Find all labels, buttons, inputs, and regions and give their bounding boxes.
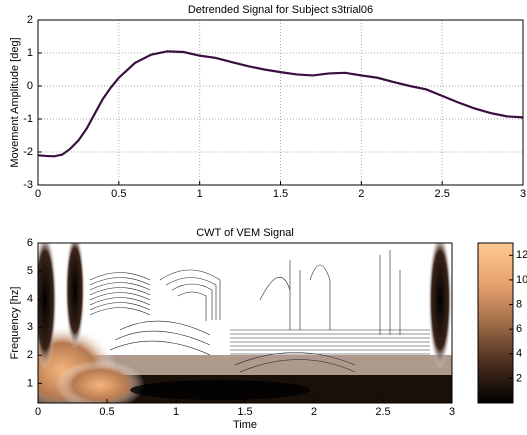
y-tick-label: -1 <box>23 113 33 125</box>
x-tick-label: 1.5 <box>273 188 288 200</box>
x-tick-label: 0.5 <box>111 188 126 200</box>
y-tick-label: 0 <box>27 80 33 92</box>
x-tick-label: 2 <box>358 188 364 200</box>
x-tick-label: 2 <box>311 406 317 418</box>
y-axis-label: Movement Amplitude [deg] <box>9 37 21 167</box>
x-tick-label: 3 <box>449 406 455 418</box>
cwt-image <box>38 243 452 403</box>
x-axis-label: Time <box>233 419 257 431</box>
y-tick-label: 2 <box>27 14 33 26</box>
y-tick-label: -3 <box>23 179 33 191</box>
y-tick-label: -2 <box>23 146 33 158</box>
x-tick-label: 0.5 <box>99 406 114 418</box>
x-tick-label: 2.5 <box>375 406 390 418</box>
chart-title: Detrended Signal for Subject s3trial06 <box>188 4 373 16</box>
y-tick-label: 1 <box>27 47 33 59</box>
colorbar <box>477 242 514 404</box>
colorbar-tick-label: 6 <box>516 323 522 335</box>
x-tick-label: 3 <box>520 188 526 200</box>
signal-line <box>37 50 524 158</box>
x-tick-label: 0 <box>35 188 41 200</box>
y-tick-label: 6 <box>27 237 33 249</box>
x-tick-label: 1 <box>197 188 203 200</box>
x-tick-label: 2.5 <box>435 188 450 200</box>
y-tick-label: 2 <box>27 349 33 361</box>
x-tick-label: 1.5 <box>237 406 252 418</box>
y-tick-label: 3 <box>27 321 33 333</box>
y-axis-label: Frequency [hz] <box>9 287 21 360</box>
colorbar-tick-label: 4 <box>516 348 522 360</box>
axes-box <box>37 242 453 404</box>
colorbar-tick-label: 12 <box>516 249 527 261</box>
colorbar-tick-label: 10 <box>516 274 527 286</box>
axes-box <box>37 19 524 186</box>
y-tick-label: 5 <box>27 265 33 277</box>
colorbar-tick-label: 2 <box>516 372 522 384</box>
y-tick-label: 1 <box>27 377 33 389</box>
x-tick-label: 1 <box>173 406 179 418</box>
y-tick-label: 4 <box>27 293 33 305</box>
colorbar-tick-label: 8 <box>516 298 522 310</box>
chart-title: CWT of VEM Signal <box>196 227 294 239</box>
x-tick-label: 0 <box>35 406 41 418</box>
